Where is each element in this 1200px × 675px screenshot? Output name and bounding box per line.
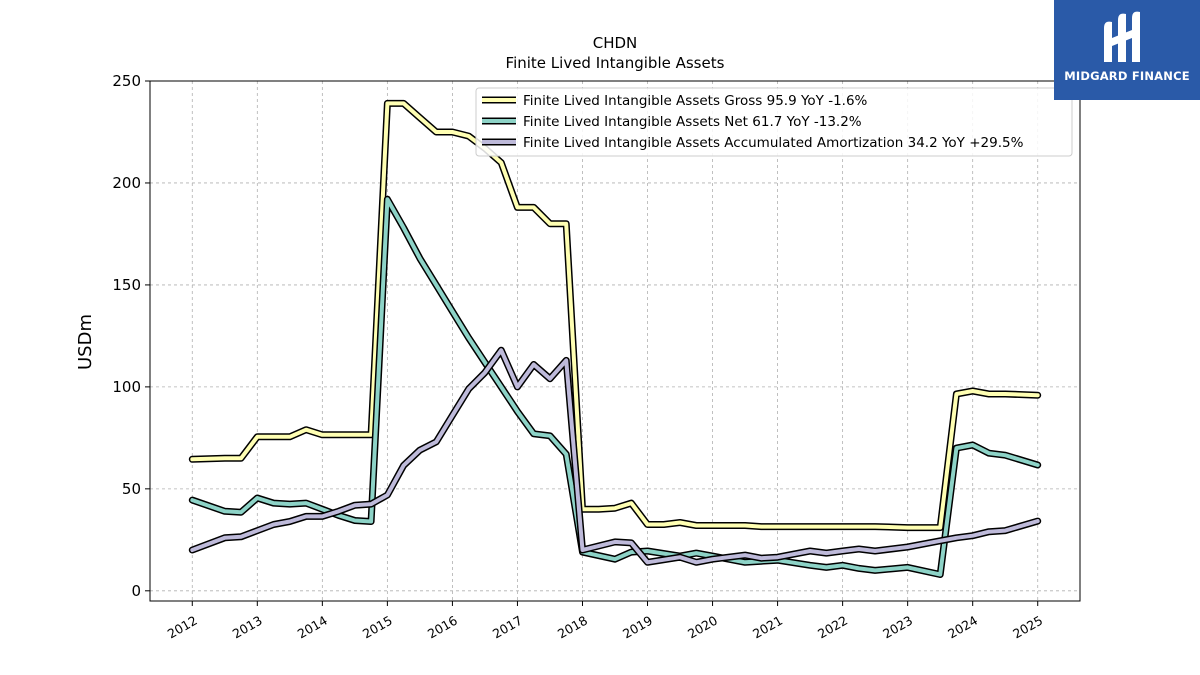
y-tick-label: 100 — [112, 378, 141, 396]
chart-title: CHDN — [593, 34, 638, 52]
grid — [150, 80, 1080, 601]
x-tick-label: 2023 — [880, 613, 915, 642]
x-tick-label: 2025 — [1010, 613, 1045, 642]
series-layer — [188, 99, 1042, 578]
series-line-1 — [190, 101, 1040, 530]
y-tick-label: 250 — [112, 72, 141, 90]
plot-frame — [149, 80, 1081, 602]
midgard-m-logo-icon — [1104, 11, 1140, 63]
legend-label: Finite Lived Intangible Assets Net 61.7 … — [523, 114, 862, 130]
legend-box — [475, 87, 1073, 157]
x-tick-label: 2018 — [555, 613, 590, 642]
series-line-3 — [190, 348, 1040, 565]
x-tick-label: 2016 — [425, 613, 460, 642]
y-tick-label: 50 — [122, 480, 141, 498]
x-tick-label: 2015 — [360, 613, 395, 642]
x-tick-label: 2021 — [750, 613, 785, 642]
y-tick-label: 200 — [112, 174, 141, 192]
brand-name: MIDGARD FINANCE — [1064, 69, 1190, 83]
y-axis: 0 50 100 150 200 250 — [112, 72, 150, 600]
legend-label: Finite Lived Intangible Assets Accumulat… — [523, 135, 1024, 151]
x-tick-label: 2019 — [620, 613, 655, 642]
legend-label: Finite Lived Intangible Assets Gross 95.… — [523, 93, 868, 109]
brand-logo: MIDGARD FINANCE — [1054, 0, 1200, 100]
series-line-outline — [188, 99, 1042, 532]
chart-subtitle: Finite Lived Intangible Assets — [506, 54, 725, 72]
y-axis-label: USDm — [75, 314, 96, 370]
x-axis: 2012 2013 2014 2015 2016 2017 2018 2019 2020 2021… — [165, 601, 1045, 642]
y-tick-label: 0 — [131, 582, 141, 600]
x-tick-label: 2013 — [230, 613, 265, 642]
x-tick-label: 2024 — [945, 613, 980, 642]
x-tick-label: 2014 — [295, 613, 330, 642]
x-tick-label: 2017 — [490, 613, 525, 642]
x-tick-label: 2022 — [815, 613, 850, 642]
legend: Finite Lived Intangible Assets Gross 95.… — [475, 87, 1073, 157]
y-tick-label: 150 — [112, 276, 141, 294]
x-tick-label: 2020 — [685, 613, 720, 642]
x-tick-label: 2012 — [165, 613, 200, 642]
